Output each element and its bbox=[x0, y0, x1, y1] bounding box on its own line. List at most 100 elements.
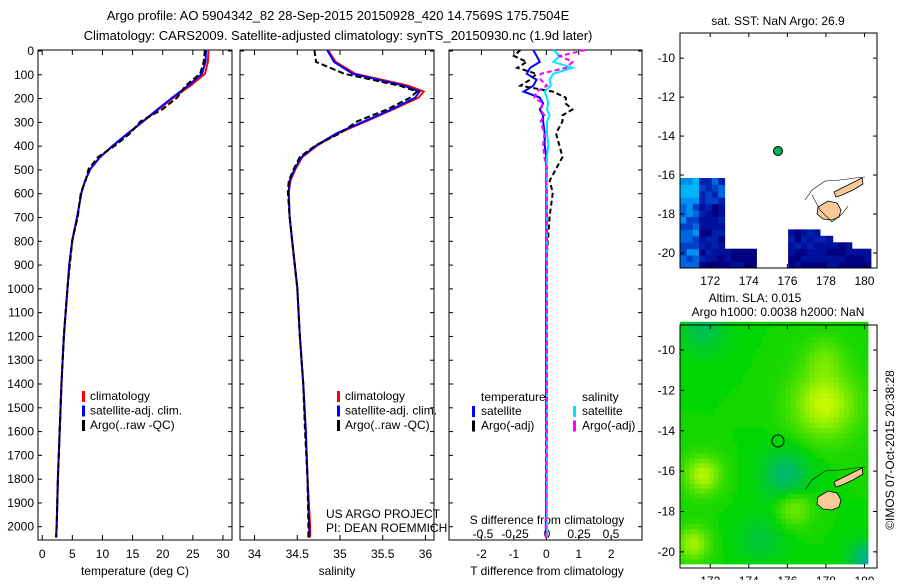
sla-cell bbox=[708, 422, 715, 429]
sla-cell bbox=[819, 357, 826, 363]
sla-cell bbox=[805, 347, 811, 353]
sla-cell bbox=[757, 367, 763, 373]
sla-cell bbox=[771, 498, 777, 504]
sla-cell bbox=[790, 458, 797, 464]
sla-cell bbox=[776, 493, 782, 499]
sst-cell bbox=[839, 255, 846, 262]
sst-cell bbox=[711, 261, 719, 269]
sla-cell bbox=[733, 432, 739, 439]
sla-cell bbox=[771, 543, 777, 550]
sla-cell bbox=[863, 498, 869, 504]
sla-cell bbox=[786, 558, 792, 565]
sla-cell bbox=[795, 336, 801, 343]
sst-cell bbox=[705, 242, 713, 250]
sla-cell bbox=[694, 503, 700, 509]
sla-cell bbox=[761, 347, 768, 353]
sla-cell bbox=[848, 331, 854, 338]
sla-cell bbox=[824, 387, 830, 393]
sla-cell bbox=[819, 463, 826, 469]
sla-cell bbox=[708, 558, 715, 565]
sla-cell bbox=[863, 372, 869, 378]
sla-cell bbox=[781, 442, 787, 449]
sla-cell bbox=[742, 553, 748, 560]
sla-cell bbox=[858, 473, 864, 479]
sla-cell bbox=[829, 473, 835, 479]
vanua-levu-island bbox=[833, 467, 864, 488]
sla-cell bbox=[853, 558, 859, 565]
sla-cell bbox=[781, 326, 787, 333]
sla-cell bbox=[747, 402, 753, 408]
sla-cell bbox=[776, 377, 782, 383]
sla-cell bbox=[752, 417, 758, 424]
sla-cell bbox=[810, 427, 816, 434]
sla-cell bbox=[853, 387, 859, 393]
sla-cell bbox=[814, 362, 821, 368]
sla-cell bbox=[834, 513, 840, 519]
sla-cell bbox=[752, 523, 758, 530]
sla-cell bbox=[795, 513, 801, 519]
sst-cell bbox=[680, 178, 687, 185]
sla-cell bbox=[786, 498, 792, 504]
sla-cell bbox=[713, 513, 719, 519]
sla-cell bbox=[694, 382, 700, 388]
sla-cell bbox=[795, 498, 801, 504]
x-tick-label: 0 bbox=[39, 547, 46, 561]
sla-cell bbox=[786, 513, 792, 519]
sla-cell bbox=[834, 392, 840, 398]
sla-cell bbox=[863, 392, 869, 398]
sst-cell bbox=[699, 190, 706, 198]
sla-cell bbox=[747, 427, 753, 434]
sla-cell bbox=[699, 518, 705, 525]
sla-cell bbox=[795, 503, 801, 509]
sla-cell bbox=[761, 508, 768, 514]
sla-cell bbox=[810, 442, 816, 449]
sla-cell bbox=[704, 558, 710, 565]
sla-cell bbox=[718, 518, 724, 525]
sla-cell bbox=[834, 336, 840, 343]
sla-cell bbox=[819, 523, 826, 530]
sla-cell bbox=[858, 377, 864, 383]
sla-cell bbox=[786, 422, 792, 429]
sla-cell bbox=[863, 442, 869, 449]
sla-cell bbox=[853, 377, 859, 383]
sla-cell bbox=[858, 347, 864, 353]
sla-cell bbox=[824, 518, 830, 525]
sla-cell bbox=[858, 513, 864, 519]
sla-cell bbox=[795, 417, 801, 424]
sla-cell bbox=[848, 447, 854, 454]
sla-cell bbox=[853, 422, 859, 429]
sla-cell bbox=[805, 498, 811, 504]
sla-cell bbox=[810, 488, 816, 494]
sst-cell bbox=[699, 223, 706, 230]
sla-cell bbox=[680, 417, 686, 424]
sla-cell bbox=[708, 377, 715, 383]
sla-cell bbox=[733, 336, 739, 343]
sla-cell bbox=[800, 326, 806, 333]
profile-line-argo-raw-qc- bbox=[55, 49, 206, 538]
sst-cell bbox=[813, 255, 821, 262]
sst-cell bbox=[788, 261, 795, 269]
profile-line-satellite-adj-clim- bbox=[287, 49, 422, 538]
sla-cell bbox=[839, 463, 845, 469]
sla-cell bbox=[752, 548, 758, 555]
sla-cell bbox=[819, 453, 826, 459]
sst-cell bbox=[819, 242, 827, 250]
sla-cell bbox=[843, 347, 850, 353]
sst-cell bbox=[845, 248, 853, 256]
sla-cell bbox=[810, 437, 816, 444]
title-line-1: Argo profile: AO 5904342_82 28-Sep-2015 … bbox=[107, 8, 570, 23]
sla-cell bbox=[713, 342, 719, 348]
sla-cell bbox=[839, 473, 845, 479]
sla-cell bbox=[800, 458, 806, 464]
sla-cell bbox=[766, 342, 772, 348]
sla-cell bbox=[723, 463, 729, 469]
sla-cell bbox=[848, 498, 854, 504]
sla-cell bbox=[839, 523, 845, 530]
sla-cell bbox=[805, 488, 811, 494]
sla-cell bbox=[713, 336, 719, 343]
reef-outline bbox=[804, 466, 866, 491]
sla-cell bbox=[766, 548, 772, 555]
x-tick-label: -2 bbox=[476, 547, 487, 561]
fiji-land bbox=[804, 176, 866, 223]
sla-cell bbox=[824, 352, 830, 358]
